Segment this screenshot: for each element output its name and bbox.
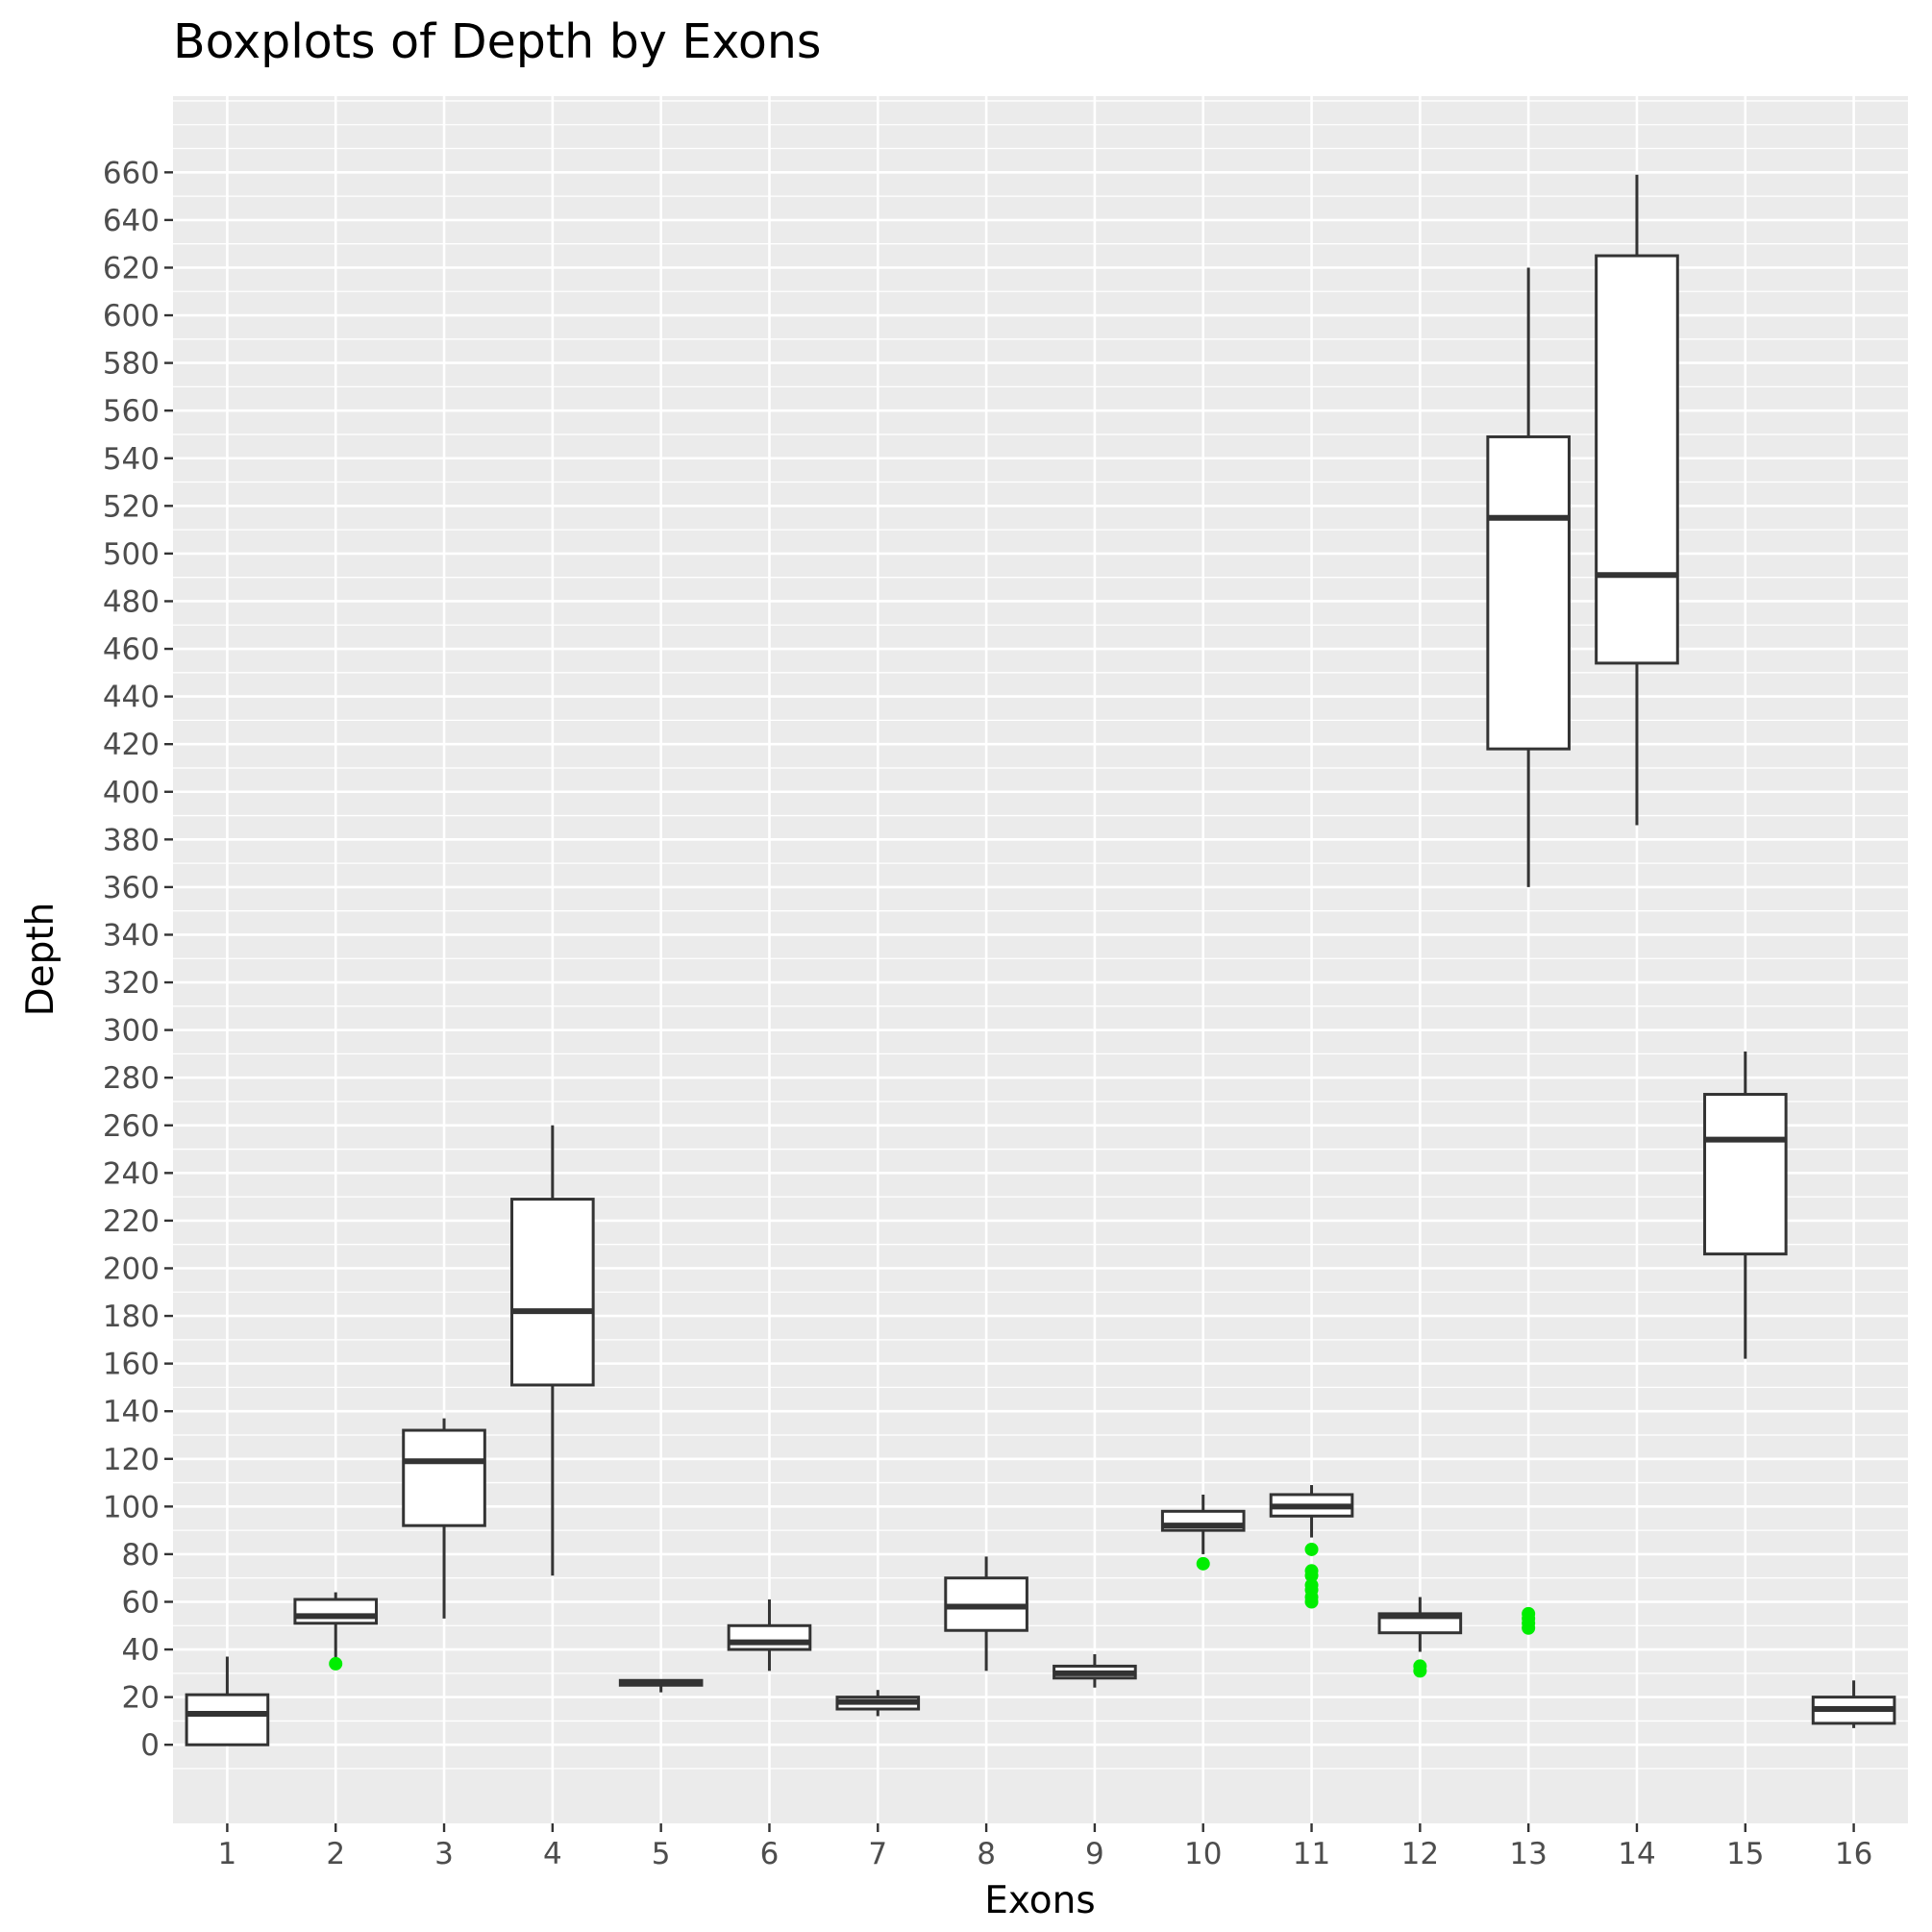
- box-exon-14: [1595, 174, 1679, 826]
- y-tick-label: 280: [103, 1061, 160, 1096]
- boxes-layer: [185, 174, 1896, 1746]
- y-tick-label: 240: [103, 1156, 160, 1191]
- y-tick-label: 320: [103, 966, 160, 1001]
- y-tick-label: 440: [103, 681, 160, 715]
- box-exon-2: [293, 1592, 379, 1671]
- box-exon-7: [835, 1690, 921, 1717]
- box-exon-12: [1377, 1597, 1463, 1678]
- outlier-point: [1304, 1578, 1319, 1593]
- y-tick-label: 600: [103, 299, 160, 334]
- x-tick-label: 15: [1726, 1837, 1764, 1871]
- y-tick-label: 660: [103, 156, 160, 190]
- y-tick-label: 300: [103, 1014, 160, 1049]
- box-iqr: [727, 1623, 812, 1651]
- box-exon-16: [1811, 1680, 1896, 1728]
- y-axis-title: Depth: [19, 903, 62, 1017]
- y-tick-label: 520: [103, 489, 160, 524]
- box-iqr: [1702, 1093, 1788, 1256]
- y-tick-label: 540: [103, 442, 160, 477]
- box-exon-8: [944, 1556, 1028, 1672]
- x-tick-label: 14: [1618, 1837, 1655, 1871]
- y-tick-label: 620: [103, 251, 160, 285]
- y-tick-label: 360: [103, 871, 160, 905]
- y-tick-label: 80: [122, 1538, 160, 1573]
- y-tick-label: 400: [103, 776, 160, 810]
- y-tick-label: 160: [103, 1348, 160, 1382]
- y-tick-label: 140: [103, 1395, 160, 1429]
- x-tick-label: 9: [1085, 1837, 1104, 1871]
- x-tick-label: 5: [652, 1837, 671, 1871]
- box-exon-1: [185, 1656, 270, 1746]
- y-tick-label: 340: [103, 918, 160, 953]
- y-tick-label: 180: [103, 1300, 160, 1334]
- y-tick-label: 640: [103, 204, 160, 238]
- box-exon-11: [1269, 1485, 1354, 1609]
- x-tick-label: 4: [543, 1837, 562, 1871]
- box-iqr: [510, 1198, 595, 1387]
- outlier-point: [1522, 1606, 1536, 1621]
- box-iqr: [293, 1598, 379, 1625]
- chart-title: Boxplots of Depth by Exons: [173, 14, 821, 69]
- x-tick-label: 6: [760, 1837, 780, 1871]
- y-tick-label: 100: [103, 1490, 160, 1524]
- x-tick-label: 7: [868, 1837, 887, 1871]
- y-tick-label: 560: [103, 394, 160, 429]
- box-exon-6: [727, 1599, 812, 1672]
- box-iqr: [1595, 254, 1679, 665]
- y-tick-label: 460: [103, 632, 160, 667]
- outlier-point: [1304, 1564, 1319, 1578]
- x-tick-label: 2: [326, 1837, 345, 1871]
- box-exon-3: [402, 1418, 486, 1619]
- box-iqr: [402, 1428, 486, 1527]
- y-tick-label: 40: [122, 1633, 160, 1668]
- gridlines: [173, 96, 1908, 1823]
- x-tick-label: 11: [1293, 1837, 1330, 1871]
- y-tick-label: 500: [103, 537, 160, 572]
- box-iqr: [185, 1693, 270, 1746]
- x-tick-label: 12: [1401, 1837, 1439, 1871]
- y-tick-label: 220: [103, 1204, 160, 1239]
- outlier-point: [1304, 1542, 1319, 1556]
- y-tick-label: 260: [103, 1109, 160, 1144]
- box-exon-10: [1160, 1494, 1246, 1571]
- y-tick-label: 0: [140, 1728, 160, 1763]
- y-tick-label: 20: [122, 1681, 160, 1716]
- box-exon-9: [1053, 1654, 1137, 1688]
- y-tick-label: 120: [103, 1443, 160, 1477]
- y-axis: 0 20 40 60 80 100 120 140 160 180 200 220 240 260 280 3…: [103, 156, 173, 1763]
- box-iqr: [1486, 434, 1571, 751]
- y-tick-label: 420: [103, 728, 160, 762]
- box-exon-4: [510, 1125, 595, 1576]
- x-tick-label: 1: [218, 1837, 237, 1871]
- outlier-point: [1413, 1659, 1427, 1673]
- x-tick-label: 10: [1184, 1837, 1222, 1871]
- y-tick-label: 580: [103, 347, 160, 382]
- x-tick-label: 16: [1835, 1837, 1872, 1871]
- y-tick-label: 380: [103, 823, 160, 857]
- x-axis-title: Exons: [984, 1879, 1095, 1922]
- y-tick-label: 200: [103, 1251, 160, 1286]
- x-tick-label: 13: [1509, 1837, 1547, 1871]
- y-tick-label: 480: [103, 584, 160, 619]
- box-exon-15: [1702, 1051, 1788, 1359]
- x-tick-label: 3: [434, 1837, 454, 1871]
- y-tick-label: 60: [122, 1585, 160, 1620]
- box-exon-5: [618, 1678, 704, 1693]
- outlier-point: [1196, 1556, 1210, 1571]
- x-axis: 1 2 3 4 5 6 7 8 9 10 11 12 13 14 15 16: [218, 1823, 1872, 1871]
- x-tick-label: 8: [977, 1837, 996, 1871]
- outlier-point: [329, 1656, 343, 1671]
- box-exon-13: [1486, 267, 1571, 1635]
